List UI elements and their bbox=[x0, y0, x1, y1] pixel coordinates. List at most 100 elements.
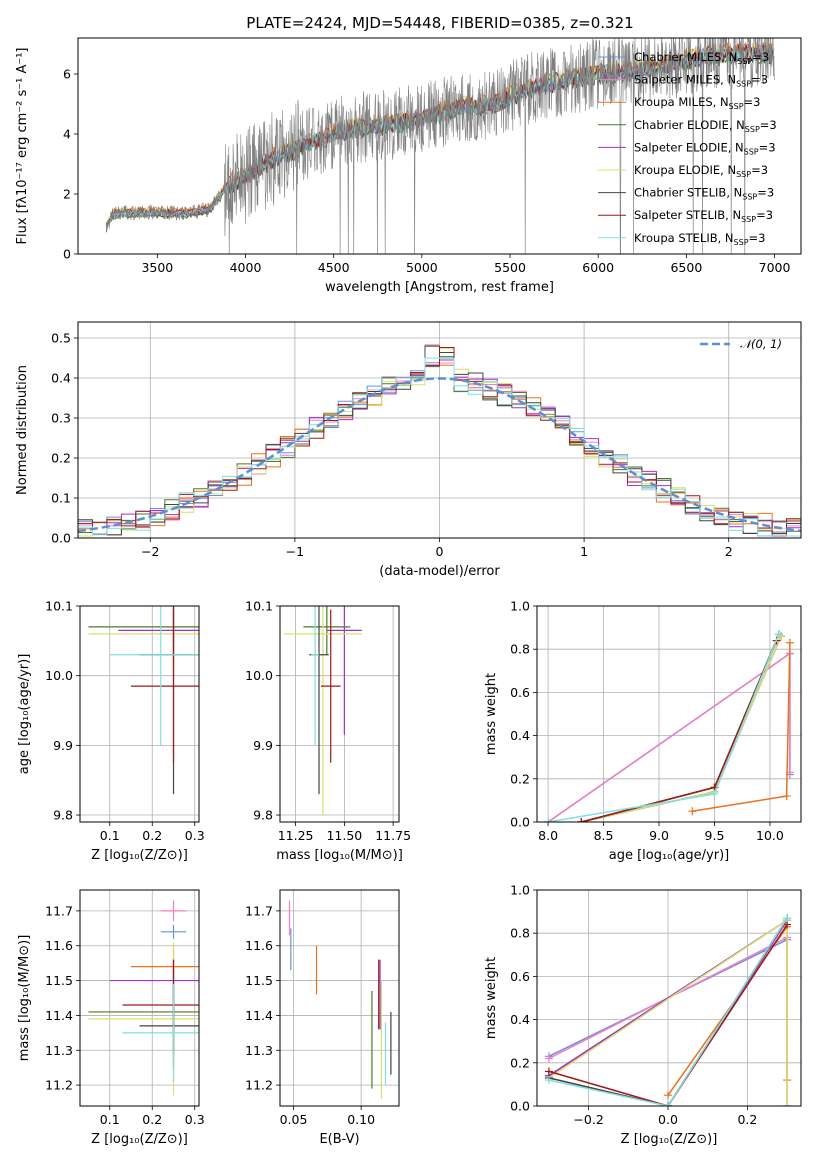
y-tick-label: 0.0 bbox=[510, 815, 530, 830]
y-tick-label: 0.0 bbox=[510, 1099, 530, 1114]
series-marker bbox=[544, 818, 553, 822]
figure-title: PLATE=2424, MJD=54448, FIBERID=0385, z=0… bbox=[246, 14, 633, 32]
spectrum-frame bbox=[77, 37, 802, 255]
x-tick-label: 0.2 bbox=[737, 1112, 757, 1127]
legend-subscript: SSP bbox=[736, 170, 751, 179]
x-tick-label: 5000 bbox=[406, 260, 438, 275]
x-tick-label: 8.5 bbox=[594, 828, 614, 843]
x-tick-label: 0.1 bbox=[100, 1112, 120, 1127]
legend-suffix: =3 bbox=[752, 50, 769, 64]
y-tick-label: 11.2 bbox=[45, 1078, 73, 1093]
x-tick-label: 4500 bbox=[318, 260, 350, 275]
legend-label: Chabrier MILES, NSSP=3 bbox=[634, 50, 769, 66]
series-marker bbox=[664, 1102, 673, 1106]
mass_vs_Z-frame bbox=[79, 889, 200, 1107]
y-tick-label: 11.7 bbox=[245, 903, 273, 918]
y-tick-label: 1.0 bbox=[510, 599, 530, 614]
spectrum-axes bbox=[74, 73, 775, 258]
legend-subscript: SSP bbox=[729, 102, 744, 111]
x-tick-label: 0.1 bbox=[100, 828, 120, 843]
legend-suffix: =3 bbox=[751, 73, 768, 87]
y-axis-label: Flux [fλ10⁻¹⁷ erg cm⁻² s⁻¹ A⁻¹] bbox=[15, 48, 30, 245]
series-line bbox=[548, 924, 788, 1106]
age_vs_mass-axes bbox=[276, 605, 399, 826]
y-tick-label: 0.2 bbox=[510, 1055, 530, 1070]
y-tick-label: 0.4 bbox=[510, 1012, 530, 1027]
spectrum-legend: Chabrier MILES, NSSP=3 Salpeter MILES, NS… bbox=[598, 50, 777, 247]
y-tick-label: 11.3 bbox=[245, 1043, 273, 1058]
x-axis-label: age [log₁₀(age/yr)] bbox=[609, 848, 730, 863]
y-tick-label: 0.2 bbox=[51, 451, 71, 466]
y-tick-label: 0.6 bbox=[510, 685, 530, 700]
legend-subscript: SSP bbox=[742, 193, 757, 202]
legend-label: Salpeter ELODIE, NSSP=3 bbox=[634, 140, 776, 156]
legend-suffix: =3 bbox=[757, 186, 774, 200]
series-marker bbox=[782, 792, 791, 801]
y-tick-label: 11.6 bbox=[45, 938, 73, 953]
x-tick-label: 0.2 bbox=[142, 828, 162, 843]
legend-label: Kroupa MILES, NSSP=3 bbox=[634, 95, 760, 111]
y-axis-label: mass weight bbox=[484, 957, 499, 1039]
x-axis-label: (data-model)/error bbox=[379, 564, 500, 579]
x-axis-label: mass [log₁₀(M/M⊙)] bbox=[276, 848, 403, 863]
x-tick-label: 9.0 bbox=[649, 828, 669, 843]
x-axis-label: Z [log₁₀(Z/Z⊙)] bbox=[91, 848, 188, 863]
x-axis-label: Z [log₁₀(Z/Z⊙)] bbox=[91, 1132, 188, 1147]
legend-suffix: =3 bbox=[744, 95, 761, 109]
x-axis-label: wavelength [Angstrom, rest frame] bbox=[325, 280, 554, 295]
age_vs_Z-points bbox=[88, 606, 199, 795]
y-tick-label: 4 bbox=[63, 127, 71, 142]
y-tick-label: 9.9 bbox=[53, 738, 73, 753]
x-tick-label: 0.05 bbox=[280, 1112, 308, 1127]
y-tick-label: 0.0 bbox=[51, 531, 71, 546]
legend-suffix: =3 bbox=[760, 118, 777, 132]
massweight_vs_age-lines bbox=[544, 630, 794, 822]
mass_vs_ebv-points bbox=[288, 900, 392, 1100]
age_vs_Z-frame bbox=[79, 605, 200, 823]
y-tick-label: 10.0 bbox=[245, 668, 273, 683]
legend-label: Chabrier ELODIE, NSSP=3 bbox=[634, 118, 777, 134]
x-tick-label: 0 bbox=[436, 544, 444, 559]
series-line bbox=[547, 633, 780, 822]
legend-suffix: =3 bbox=[756, 208, 773, 222]
data-spectrum-line bbox=[105, 38, 775, 254]
massweight_vs_Z-frame bbox=[536, 889, 802, 1107]
legend-label: Chabrier STELIB, NSSP=3 bbox=[634, 186, 774, 202]
y-tick-label: 11.5 bbox=[45, 973, 73, 988]
y-tick-label: 0.8 bbox=[510, 926, 530, 941]
age_vs_mass-frame bbox=[279, 605, 400, 823]
x-tick-label: 0.3 bbox=[185, 1112, 205, 1127]
mass_vs_Z-points bbox=[88, 900, 199, 1096]
x-tick-label: 8.0 bbox=[538, 828, 558, 843]
series-marker bbox=[710, 789, 719, 798]
legend-subscript: SSP bbox=[744, 147, 759, 156]
mass_vs_Z-axes bbox=[76, 890, 199, 1110]
x-axis-label: E(B-V) bbox=[319, 1132, 359, 1147]
legend-label: Kroupa ELODIE, NSSP=3 bbox=[634, 163, 768, 179]
y-tick-label: 11.5 bbox=[245, 973, 273, 988]
gaussian-curve bbox=[78, 377, 801, 533]
x-tick-label: 6000 bbox=[582, 260, 614, 275]
x-tick-label: 1 bbox=[580, 544, 588, 559]
y-tick-label: 11.3 bbox=[45, 1043, 73, 1058]
series-line bbox=[547, 652, 791, 822]
series-line bbox=[581, 633, 780, 822]
y-tick-label: 10.0 bbox=[45, 668, 73, 683]
histogram-step bbox=[78, 357, 801, 537]
x-tick-label: 6500 bbox=[670, 260, 702, 275]
x-tick-label: 7000 bbox=[759, 260, 791, 275]
x-tick-label: 0.10 bbox=[347, 1112, 375, 1127]
mass_vs_ebv-frame bbox=[279, 889, 400, 1107]
massweight_vs_age-axes bbox=[533, 605, 801, 826]
legend-label: Salpeter MILES, NSSP=3 bbox=[634, 73, 768, 89]
legend-suffix: =3 bbox=[751, 163, 768, 177]
x-tick-label: 0.3 bbox=[185, 828, 205, 843]
series-marker bbox=[664, 1091, 673, 1100]
series-line bbox=[548, 917, 788, 1106]
x-tick-label: −0.2 bbox=[573, 1112, 603, 1127]
y-tick-label: 0.4 bbox=[51, 371, 71, 386]
y-tick-label: 9.8 bbox=[53, 808, 73, 823]
x-tick-label: 11.75 bbox=[375, 828, 411, 843]
x-tick-label: 5500 bbox=[494, 260, 526, 275]
